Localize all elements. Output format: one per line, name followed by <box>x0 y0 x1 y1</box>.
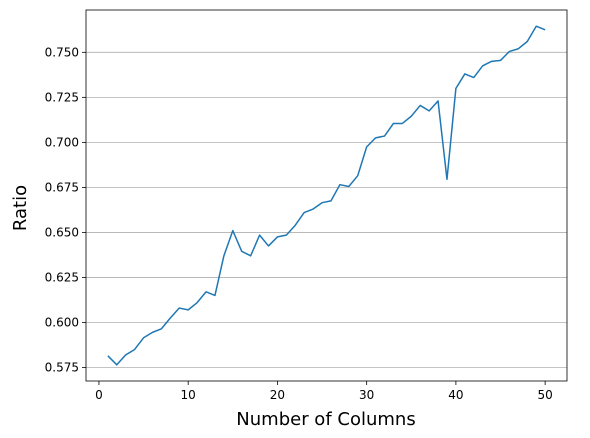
axes-frame <box>85 9 568 382</box>
x-axis-ticks: 0 10 20 30 40 50 <box>95 381 553 402</box>
y-tick-label: 0.575 <box>45 360 79 374</box>
y-tick-label: 0.725 <box>45 90 79 104</box>
x-tick-label: 0 <box>95 388 103 402</box>
plot-frame <box>85 9 568 382</box>
x-axis-label: Number of Columns <box>236 409 415 430</box>
y-tick-label: 0.675 <box>45 180 79 194</box>
x-tick-label: 50 <box>537 388 552 402</box>
x-tick-label: 40 <box>448 388 463 402</box>
y-axis-label: Ratio <box>10 185 31 231</box>
y-axis-ticks: 0.575 0.600 0.625 0.650 0.675 0.700 0.725 0.750 <box>45 45 86 374</box>
x-tick-label: 10 <box>181 388 196 402</box>
x-tick-label: 20 <box>270 388 285 402</box>
series-layer <box>107 25 546 366</box>
grid-lines <box>86 51 567 368</box>
y-tick-label: 0.700 <box>45 135 79 149</box>
y-tick-label: 0.625 <box>45 270 79 284</box>
x-tick-label: 30 <box>359 388 374 402</box>
y-tick-label: 0.650 <box>45 225 79 239</box>
series-line <box>107 25 546 366</box>
y-tick-label: 0.750 <box>45 45 79 59</box>
y-tick-label: 0.600 <box>45 315 79 329</box>
